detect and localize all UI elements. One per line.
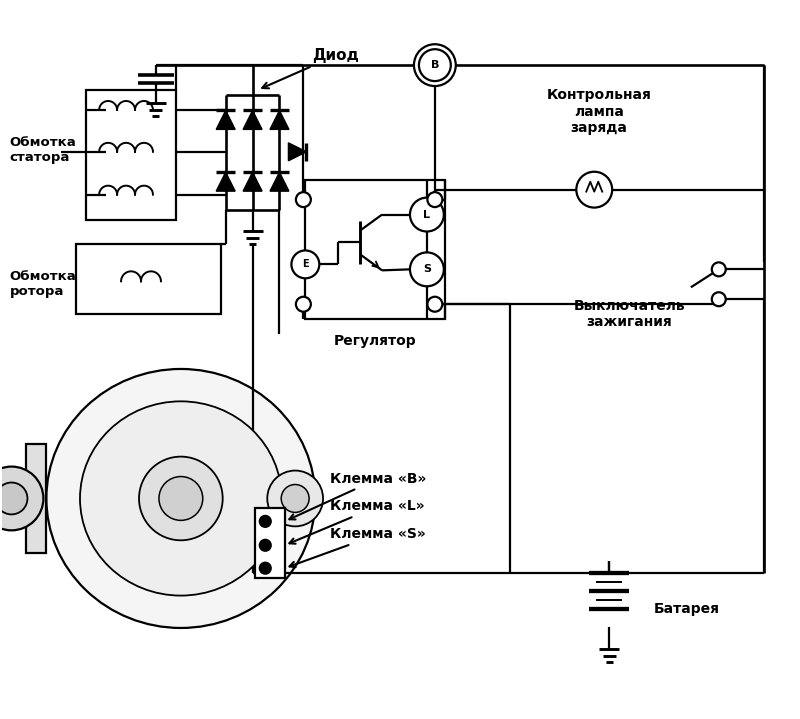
Polygon shape xyxy=(270,173,289,191)
Circle shape xyxy=(712,292,726,306)
Ellipse shape xyxy=(80,401,282,595)
Text: Контрольная
лампа
заряда: Контрольная лампа заряда xyxy=(546,88,652,135)
Circle shape xyxy=(0,467,43,531)
Polygon shape xyxy=(26,444,46,553)
Polygon shape xyxy=(216,173,235,191)
Circle shape xyxy=(260,540,270,551)
Text: E: E xyxy=(302,260,309,270)
Text: Выключатель
зажигания: Выключатель зажигания xyxy=(574,299,685,329)
Text: Клемма «В»: Клемма «В» xyxy=(290,472,426,519)
Circle shape xyxy=(419,49,451,81)
Text: L: L xyxy=(423,209,430,219)
Polygon shape xyxy=(216,111,235,129)
Circle shape xyxy=(139,457,222,540)
Circle shape xyxy=(260,516,270,527)
Polygon shape xyxy=(243,111,262,129)
Circle shape xyxy=(291,250,319,278)
Circle shape xyxy=(576,172,612,208)
Text: Регулятор: Регулятор xyxy=(334,334,417,348)
Circle shape xyxy=(296,192,311,207)
Circle shape xyxy=(267,470,323,526)
Polygon shape xyxy=(270,111,289,129)
Polygon shape xyxy=(255,508,285,578)
Circle shape xyxy=(159,477,202,521)
Text: Клемма «S»: Клемма «S» xyxy=(290,527,426,567)
Polygon shape xyxy=(243,173,262,191)
Circle shape xyxy=(414,45,456,86)
Text: Диод: Диод xyxy=(262,48,359,88)
Circle shape xyxy=(427,192,442,207)
Circle shape xyxy=(260,563,270,574)
Circle shape xyxy=(296,297,311,311)
Text: Батарея: Батарея xyxy=(654,602,720,616)
Circle shape xyxy=(0,482,27,514)
Ellipse shape xyxy=(46,369,315,628)
Circle shape xyxy=(427,297,442,311)
Text: Клемма «L»: Клемма «L» xyxy=(290,500,425,544)
Polygon shape xyxy=(289,143,306,161)
Text: Обмотка
ротора: Обмотка ротора xyxy=(10,270,76,298)
Text: Обмотка
статора: Обмотка статора xyxy=(10,136,76,164)
Circle shape xyxy=(410,252,444,286)
Circle shape xyxy=(712,262,726,276)
Text: В: В xyxy=(430,60,439,70)
Circle shape xyxy=(410,198,444,232)
Circle shape xyxy=(282,485,309,513)
Text: S: S xyxy=(423,265,431,275)
